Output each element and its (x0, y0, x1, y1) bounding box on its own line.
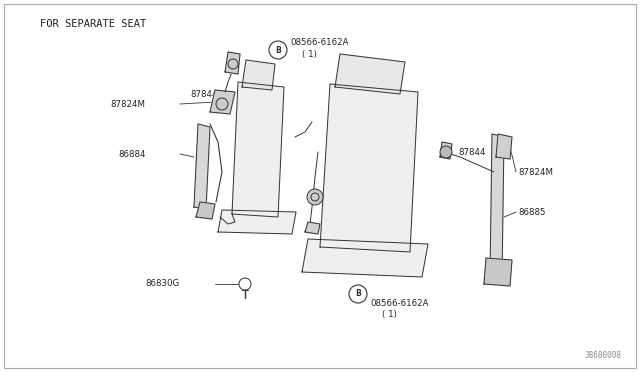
Polygon shape (490, 134, 504, 279)
Circle shape (307, 189, 323, 205)
Polygon shape (496, 134, 512, 159)
Polygon shape (305, 222, 320, 234)
Polygon shape (440, 142, 452, 159)
Text: 87844: 87844 (190, 90, 218, 99)
Polygon shape (484, 258, 512, 286)
Circle shape (440, 146, 452, 158)
Polygon shape (320, 84, 418, 252)
Polygon shape (194, 124, 210, 209)
Polygon shape (218, 210, 296, 234)
Text: 87824M: 87824M (110, 99, 145, 109)
Text: J8680008: J8680008 (585, 352, 622, 360)
Text: 86842: 86842 (348, 118, 376, 126)
Text: B: B (355, 289, 361, 298)
Polygon shape (232, 82, 284, 217)
Text: 86885: 86885 (518, 208, 545, 217)
Text: 86843: 86843 (382, 167, 410, 176)
Polygon shape (242, 60, 275, 90)
Text: 87844: 87844 (458, 148, 486, 157)
Polygon shape (196, 202, 215, 219)
Polygon shape (302, 239, 428, 277)
Circle shape (228, 59, 238, 69)
Text: 08566-6162A: 08566-6162A (290, 38, 349, 46)
Text: 87824M: 87824M (518, 167, 553, 176)
Text: B: B (275, 45, 281, 55)
Polygon shape (210, 90, 235, 114)
Text: 08566-6162A: 08566-6162A (370, 299, 429, 308)
Text: FOR SEPARATE SEAT: FOR SEPARATE SEAT (40, 19, 147, 29)
Circle shape (216, 98, 228, 110)
Text: 86884: 86884 (118, 150, 145, 158)
Polygon shape (225, 52, 240, 74)
Text: 86830G: 86830G (145, 279, 179, 289)
Polygon shape (335, 54, 405, 94)
Text: ( 1): ( 1) (302, 49, 317, 58)
Text: 87850A: 87850A (380, 148, 413, 157)
Text: ( 1): ( 1) (382, 311, 397, 320)
